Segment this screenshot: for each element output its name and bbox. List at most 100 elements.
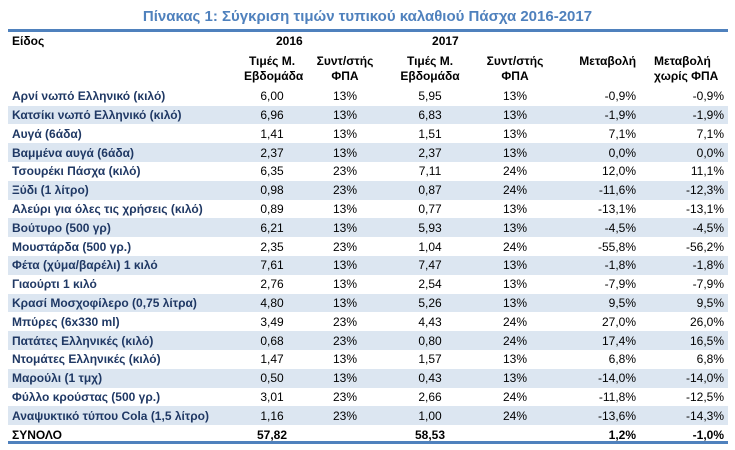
table-row: Μαρούλι (1 τμχ) 0,50 13% 0,43 13% -14,0% -14,0… <box>8 368 729 388</box>
vat-2017: 24% <box>503 239 528 254</box>
change-novat: -4,5% <box>640 218 729 238</box>
change: -13,6% <box>556 406 641 426</box>
top-rule <box>8 29 728 32</box>
price-2016: 1,41 <box>260 126 284 141</box>
table-row: Ντομάτες Ελληνικές (κιλό) 1,47 13% 1,57 13% 6… <box>8 350 728 369</box>
price-2016: 0,98 <box>240 180 304 200</box>
price-2016: 0,68 <box>240 331 304 350</box>
vat-2016: 13% <box>332 352 358 367</box>
table-row: Φύλλο κρούστας (500 γρ.) 3,01 23% 2,66 24% -1… <box>8 388 728 407</box>
header-year-2016: 2016 <box>276 34 303 49</box>
price-2017: 1,51 <box>418 126 442 141</box>
item-name: Φέτα (χύμα/βαρέλι) 1 κιλό <box>8 255 240 275</box>
vat-2016: 13% <box>332 277 358 292</box>
price-2017: 2,54 <box>418 277 442 292</box>
vat-2017: 13% <box>474 293 557 313</box>
item-name: Ντομάτες Ελληνικές (κιλό) <box>12 352 161 367</box>
total-2016: 57,82 <box>256 427 288 442</box>
table-title: Πίνακας 1: Σύγκριση τιμών τυπικού καλαθι… <box>142 8 593 25</box>
change: -11,8% <box>598 389 637 404</box>
price-2016: 7,61 <box>240 255 304 275</box>
change-novat: -7,9% <box>692 277 725 292</box>
table-row: Κατσίκι νωπό Ελληνικό (κιλό) 6,96 13% 6,83 1… <box>8 105 729 125</box>
price-2016: 0,89 <box>260 201 284 216</box>
item-name: Αρνί νωπό Ελληνικό (κιλό) <box>12 89 166 104</box>
header-row: Είδος 2016 2017 <box>8 32 728 51</box>
header-year-2017: 2017 <box>432 34 459 49</box>
price-2017: 1,57 <box>418 352 442 367</box>
price-2017: 1,04 <box>418 239 442 254</box>
vat-2017: 13% <box>503 89 528 104</box>
change: -13,1% <box>598 201 637 216</box>
change-novat: -1,9% <box>640 105 729 125</box>
total-2017: 58,53 <box>415 427 446 442</box>
item-name: Βαμμένα αυγά (6άδα) <box>8 143 240 162</box>
price-2017: 2,37 <box>386 143 475 162</box>
change: 7,1% <box>608 126 637 141</box>
vat-2017: 13% <box>474 143 557 162</box>
table-row: Αυγά (6άδα) 1,41 13% 1,51 13% 7,1% 7,1% <box>8 124 728 143</box>
total-change: 1,2% <box>608 427 637 442</box>
change-novat: 7,1% <box>696 126 725 141</box>
change-novat: -12,5% <box>686 389 725 404</box>
vat-2016: 13% <box>332 89 358 104</box>
price-comparison-table: Είδος 2016 2017 Τιμές Μ. Εβδομάδα Συντ/σ… <box>8 32 729 444</box>
vat-2017: 24% <box>503 314 528 329</box>
item-name: Βούτυρο (500 γρ) <box>8 218 240 238</box>
vat-2016: 23% <box>332 314 358 329</box>
price-2016: 4,80 <box>240 293 304 313</box>
price-2016: 3,01 <box>260 389 284 404</box>
vat-2016: 13% <box>304 255 387 275</box>
price-2016: 2,35 <box>260 239 284 254</box>
price-2017: 7,47 <box>386 255 475 275</box>
item-name: Μουστάρδα (500 γρ.) <box>12 239 132 254</box>
change-novat: 0,0% <box>640 143 729 162</box>
header-change: Μεταβολή <box>579 53 637 68</box>
vat-2016: 13% <box>304 368 387 388</box>
price-2017: 5,93 <box>386 218 475 238</box>
price-2017: 0,87 <box>386 180 475 200</box>
price-2016: 1,47 <box>260 352 284 367</box>
header-price-2016: Τιμές Μ. Εβδομάδα <box>244 53 304 83</box>
vat-2016: 13% <box>332 126 358 141</box>
table-row: Ξύδι (1 λίτρο) 0,98 23% 0,87 24% -11,6% -12,3% <box>8 180 729 200</box>
change-novat: -56,2% <box>686 239 725 254</box>
price-2017: 4,43 <box>418 314 442 329</box>
change-novat: 9,5% <box>640 293 729 313</box>
item-name: Κρασί Μοσχοφίλερο (0,75 λίτρα) <box>8 293 240 313</box>
item-name: Κατσίκι νωπό Ελληνικό (κιλό) <box>8 105 240 125</box>
vat-2017: 24% <box>474 180 557 200</box>
change: 12,0% <box>602 164 637 179</box>
item-name: Φύλλο κρούστας (500 γρ.) <box>12 389 161 404</box>
price-2017: 7,11 <box>418 164 442 179</box>
header-vat-2016: Συντ/στής ΦΠΑ <box>316 53 374 83</box>
vat-2017: 13% <box>474 105 557 125</box>
change-novat: -12,3% <box>640 180 729 200</box>
price-2017: 0,77 <box>418 201 442 216</box>
table-row: Αναψυκτικό τύπου Cola (1,5 λίτρο) 1,16 23%… <box>8 406 729 426</box>
table-row: Βούτυρο (500 γρ) 6,21 13% 5,93 13% -4,5% -4,5% <box>8 218 729 238</box>
price-2016: 2,76 <box>260 277 284 292</box>
change: -1,8% <box>556 255 641 275</box>
price-2016: 6,35 <box>260 164 284 179</box>
item-name: Ξύδι (1 λίτρο) <box>8 180 240 200</box>
header-item: Είδος <box>12 34 45 49</box>
change-novat: -1,8% <box>640 255 729 275</box>
change: 27,0% <box>602 314 637 329</box>
vat-2016: 23% <box>304 331 387 350</box>
vat-2016: 23% <box>332 389 358 404</box>
change: 17,4% <box>556 331 641 350</box>
price-2016: 6,00 <box>260 89 284 104</box>
price-2017: 0,80 <box>386 331 475 350</box>
price-2016: 6,21 <box>240 218 304 238</box>
item-name: Πατάτες Ελληνικές (κιλό) <box>8 331 240 350</box>
vat-2017: 24% <box>474 331 557 350</box>
item-name: Αλεύρι για όλες τις χρήσεις (κιλό) <box>12 201 203 216</box>
price-2016: 1,16 <box>240 406 304 426</box>
table-row: Αλεύρι για όλες τις χρήσεις (κιλό) 0,89 13… <box>8 200 728 219</box>
vat-2017: 24% <box>503 389 528 404</box>
vat-2017: 13% <box>503 126 528 141</box>
item-name: Μπύρες (6x330 ml) <box>12 314 120 329</box>
price-2017: 1,00 <box>386 406 475 426</box>
vat-2016: 13% <box>304 105 387 125</box>
